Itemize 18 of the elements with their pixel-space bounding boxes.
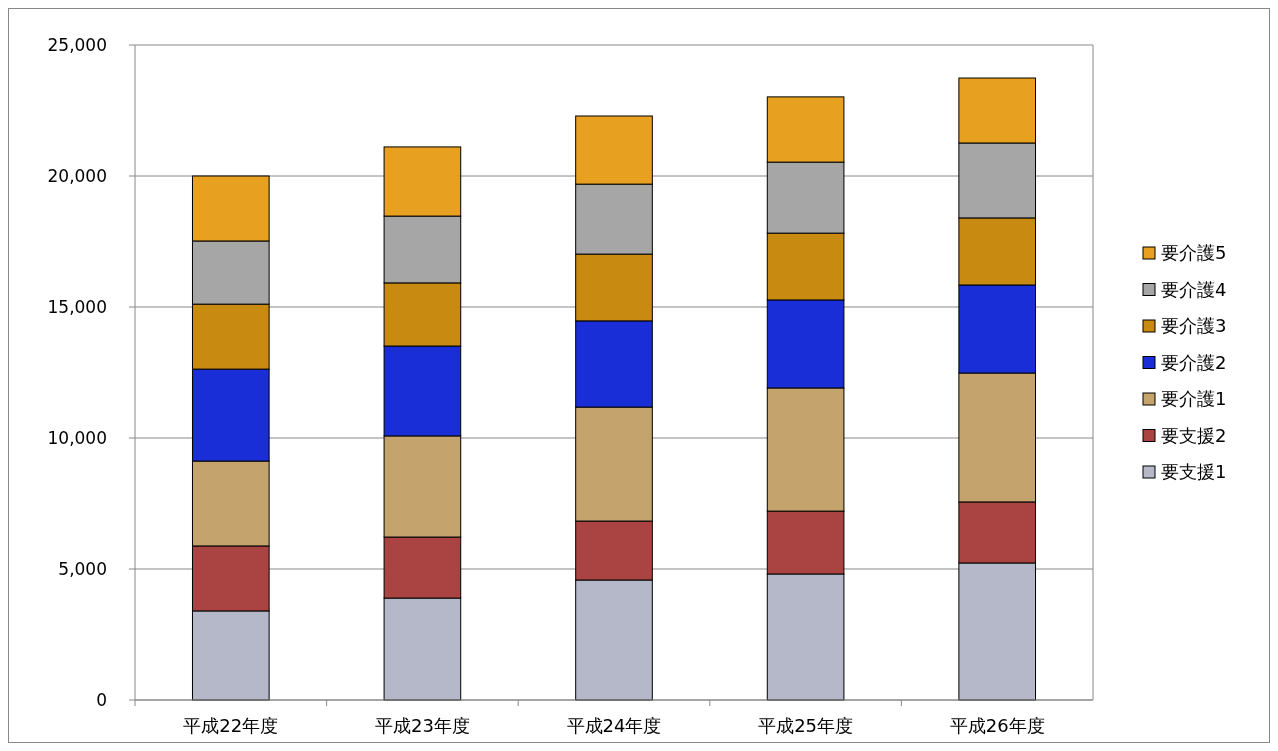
legend-label: 要支援1: [1161, 461, 1227, 483]
legend-label: 要介護4: [1161, 278, 1227, 300]
x-tick-label: 平成25年度: [758, 715, 854, 736]
x-tick-label: 平成26年度: [949, 715, 1045, 736]
legend-label: 要介護3: [1161, 315, 1227, 337]
y-tick-label: 10,000: [47, 427, 107, 448]
legend-label: 要介護2: [1161, 351, 1227, 373]
y-tick-label: 5,000: [58, 558, 107, 579]
x-tick-label: 平成22年度: [183, 715, 279, 736]
legend-label: 要支援2: [1161, 424, 1227, 446]
x-tick-label: 平成23年度: [374, 715, 470, 736]
legend-label: 要介護5: [1161, 242, 1227, 264]
x-tick-label: 平成24年度: [566, 715, 662, 736]
y-tick-label: 15,000: [47, 296, 107, 317]
y-tick-label: 0: [96, 689, 107, 710]
y-tick-label: 25,000: [47, 34, 107, 55]
y-tick-label: 20,000: [47, 165, 107, 186]
legend-label: 要介護1: [1161, 388, 1227, 410]
